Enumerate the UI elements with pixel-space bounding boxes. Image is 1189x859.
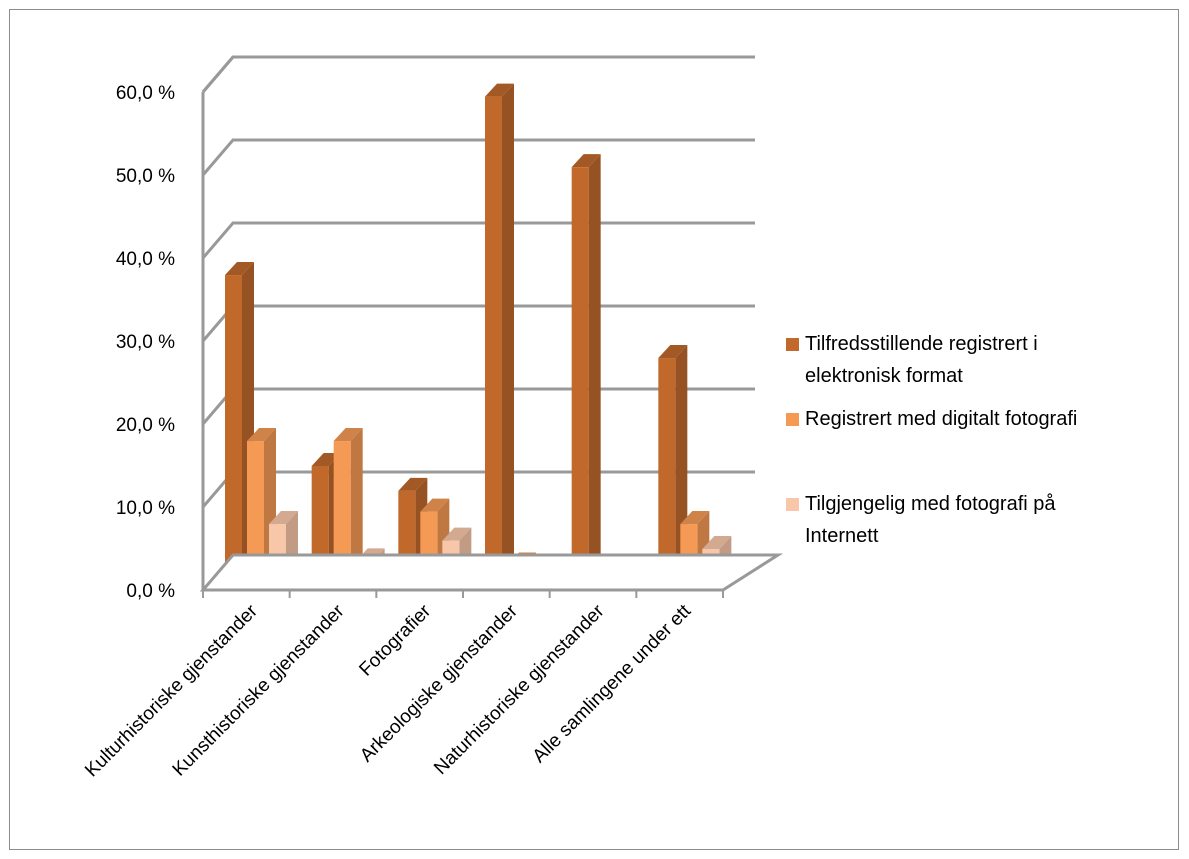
bar-top xyxy=(485,83,514,97)
gridline xyxy=(201,304,755,342)
legend-label: Tilgjengelig med fotografi på xyxy=(805,493,1056,515)
bar xyxy=(485,83,514,578)
category-label: Arkeologiske gjenstander xyxy=(356,600,522,766)
bar xyxy=(571,154,601,578)
category-label: Kulturhistoriske gjenstander xyxy=(81,600,262,781)
legend: Tilfredsstillende registrert i elektronis… xyxy=(786,333,1077,547)
category-label: Fotografier xyxy=(355,600,435,680)
bars xyxy=(225,83,732,578)
bar-side xyxy=(502,83,514,578)
legend-swatch xyxy=(786,498,799,511)
bar-top xyxy=(680,511,710,525)
category-label: Alle samlingene under ett xyxy=(529,600,696,767)
bar-top xyxy=(311,452,341,466)
chart-floor xyxy=(199,553,784,598)
bar-top xyxy=(398,477,428,491)
y-tick-label: 0,0 % xyxy=(126,581,175,602)
bar xyxy=(333,428,363,578)
y-tick-label: 60,0 % xyxy=(116,83,175,104)
bar-side xyxy=(588,154,601,578)
bar-front xyxy=(247,441,264,578)
bar-top xyxy=(333,428,363,442)
legend-swatch xyxy=(786,338,799,351)
bar-top xyxy=(247,428,276,442)
bar-front xyxy=(485,96,502,578)
legend-item: Registrert med digitalt fotografi xyxy=(786,408,1077,430)
y-tick-label: 10,0 % xyxy=(116,498,175,519)
bar-front xyxy=(658,358,676,578)
bar-top xyxy=(269,511,298,525)
y-axis-tick-labels: 0,0 % 10,0 % 20,0 % 30,0 % 40,0 % 50,0 % 60,0 … xyxy=(116,83,175,602)
legend-label: Registrert med digitalt fotografi xyxy=(805,408,1077,430)
legend-label: elektronisk format xyxy=(805,365,963,387)
category-label: Kunsthistoriske gjenstander xyxy=(169,600,349,780)
bar-top xyxy=(658,345,688,359)
gridline xyxy=(201,221,755,259)
bar-top xyxy=(571,154,601,168)
bar-top xyxy=(225,262,254,276)
legend-label: Internett xyxy=(805,525,879,547)
bar-front xyxy=(225,275,242,578)
bar-front xyxy=(333,441,351,578)
bar-top xyxy=(442,527,472,541)
bar-front xyxy=(571,167,589,578)
y-tick-label: 40,0 % xyxy=(116,249,175,270)
bar-top xyxy=(420,498,450,512)
chart-frame xyxy=(9,9,1179,850)
gridline xyxy=(201,138,755,176)
legend-swatch xyxy=(786,413,799,426)
bar-side xyxy=(350,428,363,578)
legend-label: Tilfredsstillende registrert i xyxy=(805,333,1038,355)
y-tick-label: 50,0 % xyxy=(116,166,175,187)
bar-top xyxy=(702,535,732,549)
gridline xyxy=(201,55,755,93)
legend-item: Tilgjengelig med fotografi på Internett xyxy=(786,493,1056,547)
x-axis-category-labels: Kulturhistoriske gjenstanderKunsthistori… xyxy=(81,600,695,781)
category-label: Naturhistoriske gjenstander xyxy=(430,600,609,779)
y-tick-label: 30,0 % xyxy=(116,332,175,353)
bar-front xyxy=(311,465,329,578)
y-tick-label: 20,0 % xyxy=(116,415,175,436)
chart-floor-plane xyxy=(199,553,784,592)
legend-item: Tilfredsstillende registrert i elektronis… xyxy=(786,333,1038,387)
